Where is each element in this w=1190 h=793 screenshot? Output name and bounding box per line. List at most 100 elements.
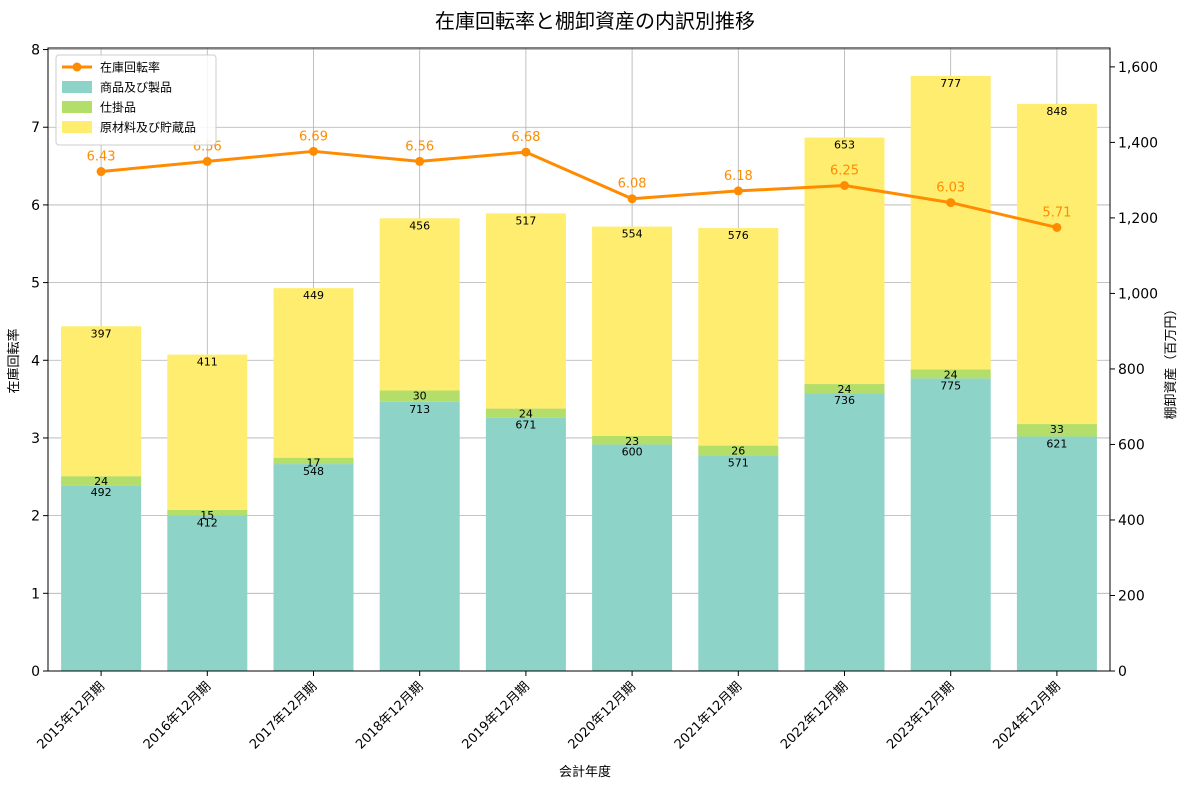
- bar-segment: [167, 509, 248, 516]
- x-tick-label: 2022年12月期: [778, 679, 851, 752]
- bar-segment: [1016, 436, 1097, 671]
- y-left-tick-label: 8: [31, 43, 40, 59]
- bars-layer: [61, 75, 1097, 671]
- bar-value-label: 411: [197, 356, 218, 369]
- bar-segment: [698, 445, 779, 456]
- bar-value-label: 24: [519, 408, 533, 421]
- bar-segment: [910, 369, 991, 379]
- plot-frame: [47, 47, 1111, 672]
- bar-value-label: 600: [622, 445, 643, 458]
- bar-segment: [379, 390, 460, 402]
- y-left-tick-label: 0: [31, 664, 40, 680]
- bar-value-label: 24: [94, 475, 108, 488]
- legend-swatch: [62, 121, 92, 133]
- turnover-point: [946, 198, 956, 208]
- legend-label: 在庫回転率: [100, 60, 160, 75]
- bar-segment: [910, 75, 991, 370]
- turnover-value-label: 6.03: [936, 181, 965, 196]
- bar-segment: [61, 476, 142, 486]
- turnover-value-label: 6.56: [405, 139, 434, 154]
- bar-segment: [485, 417, 566, 671]
- bar-segment: [379, 401, 460, 671]
- legend-label: 原材料及び貯蔵品: [100, 121, 196, 135]
- bar-segment: [167, 515, 248, 671]
- bar-segment: [804, 384, 885, 394]
- bar-segment: [592, 444, 673, 671]
- turnover-value-label: 6.08: [618, 177, 647, 192]
- x-tick-label: 2021年12月期: [672, 679, 745, 752]
- y-right-tick-label: 600: [1118, 437, 1145, 453]
- bar-value-label: 775: [940, 379, 961, 392]
- bar-segment: [910, 378, 991, 671]
- bar-value-label: 713: [409, 403, 430, 416]
- turnover-point: [309, 146, 318, 156]
- y-right-tick-label: 400: [1118, 513, 1145, 529]
- turnover-point: [96, 167, 106, 177]
- y-right-tick-label: 1,400: [1118, 135, 1158, 151]
- turnover-point: [1052, 222, 1062, 232]
- y-left-tick-label: 4: [31, 353, 40, 369]
- bar-value-label: 397: [91, 327, 112, 340]
- chart-title: 在庫回転率と棚卸資産の内訳別推移: [435, 9, 755, 33]
- y-left-tick-label: 6: [31, 198, 40, 214]
- bar-segment: [61, 326, 142, 477]
- turnover-value-label: 6.68: [511, 130, 540, 145]
- turnover-value-label: 6.25: [830, 163, 859, 178]
- y-right-tick-label: 1,000: [1118, 286, 1158, 302]
- bar-segment: [379, 218, 460, 391]
- bar-segment: [61, 485, 142, 671]
- x-tick-label: 2024年12月期: [990, 679, 1063, 752]
- bar-value-label: 15: [200, 509, 214, 522]
- turnover-point: [202, 156, 212, 166]
- bar-segment: [1016, 424, 1097, 437]
- x-tick-label: 2018年12月期: [353, 679, 426, 752]
- bar-value-label: 24: [944, 368, 958, 381]
- y-right-tick-label: 0: [1118, 664, 1127, 680]
- bar-value-label: 548: [303, 465, 324, 478]
- bar-value-label: 456: [409, 219, 430, 232]
- turnover-point: [733, 186, 743, 196]
- bar-value-label: 412: [197, 516, 218, 529]
- legend-label: 仕掛品: [100, 100, 136, 115]
- turnover-line: [100, 149, 1058, 229]
- bar-value-label: 736: [834, 394, 855, 407]
- bar-segment: [592, 435, 673, 445]
- bar-value-label: 30: [413, 389, 427, 402]
- bar-value-label: 26: [731, 445, 745, 458]
- bar-value-label: 33: [1050, 423, 1064, 436]
- bar-value-label: 777: [940, 77, 961, 90]
- bar-segment: [698, 455, 779, 671]
- y-axis-right-label: 棚卸資産（百万円）: [1163, 302, 1179, 419]
- bar-segment: [804, 137, 885, 385]
- legend-swatch: [62, 81, 92, 93]
- y-axis-left-label: 在庫回転率: [6, 328, 22, 393]
- y-left-tick-label: 7: [31, 120, 40, 136]
- turnover-point: [521, 147, 531, 157]
- bar-value-label: 571: [728, 456, 749, 469]
- bar-value-label: 621: [1046, 438, 1067, 451]
- y-left-tick-label: 3: [31, 431, 40, 447]
- y-left-tick-label: 2: [31, 509, 40, 525]
- turnover-point: [627, 194, 637, 204]
- bar-value-label: 653: [834, 138, 855, 151]
- turnover-point: [415, 156, 425, 166]
- legend-label: 商品及び製品: [100, 80, 172, 95]
- bar-value-label: 517: [515, 214, 536, 227]
- bar-segment: [167, 354, 248, 510]
- bar-segment: [804, 393, 885, 671]
- x-axis-label: 会計年度: [559, 764, 611, 780]
- bar-value-label: 17: [307, 457, 321, 470]
- bar-segment: [273, 288, 354, 458]
- bar-value-label: 554: [622, 228, 643, 241]
- y-right-tick-label: 1,200: [1118, 211, 1158, 227]
- legend-swatch: [62, 101, 92, 113]
- x-tick-label: 2016年12月期: [141, 679, 214, 752]
- bar-segment: [1016, 103, 1097, 425]
- bar-value-label: 576: [728, 229, 749, 242]
- y-right-tick-label: 800: [1118, 362, 1145, 378]
- bar-value-label: 848: [1046, 105, 1067, 118]
- x-tick-label: 2017年12月期: [247, 679, 320, 752]
